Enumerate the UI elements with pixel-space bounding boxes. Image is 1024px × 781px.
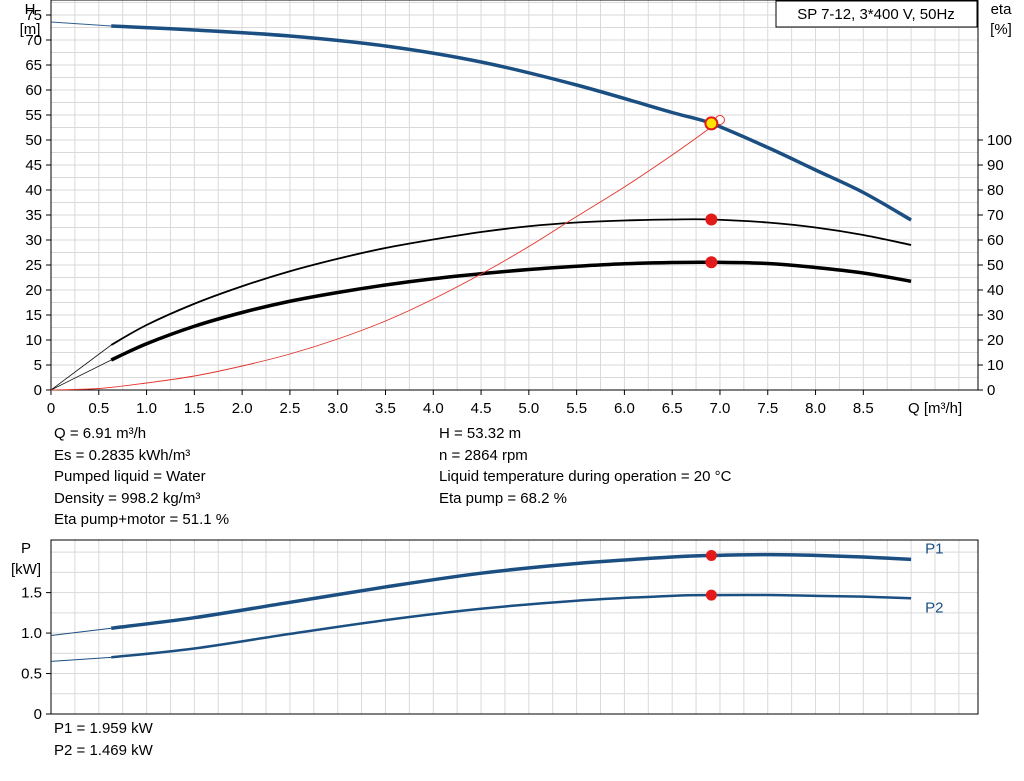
x-axis-label: Q [m³/h] bbox=[908, 400, 962, 417]
y-tick-label-left: 60 bbox=[25, 82, 42, 99]
eta-total-operating-point bbox=[705, 256, 718, 269]
info-liquid-temperature: Liquid temperature during operation = 20… bbox=[439, 468, 732, 485]
y-tick-label-right: 10 bbox=[987, 357, 1004, 374]
x-tick-label: 0.5 bbox=[88, 400, 109, 417]
y-tick-label-left: 15 bbox=[25, 307, 42, 324]
info-pumped-liquid: Pumped liquid = Water bbox=[54, 468, 206, 485]
y-tick-label-left: 30 bbox=[25, 232, 42, 249]
eta-operating-point bbox=[705, 213, 718, 226]
x-tick-label: 5.0 bbox=[518, 400, 539, 417]
y-axis-label-right: eta bbox=[991, 1, 1013, 18]
power-chart-grid bbox=[51, 540, 978, 714]
info-density: Density = 998.2 kg/m³ bbox=[54, 489, 201, 507]
power-y-tick-label: 1.0 bbox=[21, 625, 42, 642]
x-tick-label: 2.0 bbox=[232, 400, 253, 417]
p1-curve-label: P1 bbox=[925, 540, 943, 557]
y-tick-label-right: 70 bbox=[987, 207, 1004, 224]
info-eta-pump: Eta pump = 68.2 % bbox=[439, 489, 567, 507]
power-info: P1 = 1.959 kW P2 = 1.469 kW bbox=[54, 718, 153, 761]
y-tick-label-left: 25 bbox=[25, 257, 42, 274]
y-tick-label-right: 80 bbox=[987, 182, 1004, 199]
y-tick-label-right: 90 bbox=[987, 157, 1004, 174]
info-speed: n = 2864 rpm bbox=[439, 446, 528, 464]
y-axis-unit-left: [m] bbox=[20, 21, 41, 38]
power-y-tick-label: 1.5 bbox=[21, 585, 42, 602]
power-chart-ticks: 0 0.5 1.0 1.5 bbox=[21, 585, 51, 723]
info-flow: Q = 6.91 m³/h bbox=[54, 425, 147, 442]
p1-curve-extrapolation bbox=[50, 627, 112, 636]
main-chart-curves bbox=[50, 21, 912, 391]
y-tick-label-right: 100 bbox=[987, 132, 1012, 149]
x-tick-label: 8.5 bbox=[853, 400, 874, 417]
head-curve bbox=[111, 24, 912, 222]
x-tick-label: 7.5 bbox=[757, 400, 778, 417]
eta-curve-extrapolation bbox=[50, 344, 112, 391]
power-y-tick-label: 0 bbox=[34, 706, 42, 723]
x-tick-label: 1.0 bbox=[136, 400, 157, 417]
power-y-axis-label: P bbox=[21, 540, 31, 557]
y-tick-label-right: 30 bbox=[987, 307, 1004, 324]
info-p1: P1 = 1.959 kW bbox=[54, 720, 153, 737]
y-tick-label-right: 20 bbox=[987, 332, 1004, 349]
operating-info-right: H = 53.32 m n = 2864 rpm Liquid temperat… bbox=[439, 423, 731, 509]
x-tick-label: 0 bbox=[47, 400, 55, 417]
info-specific-energy: Es = 0.2835 kWh/m³ bbox=[54, 446, 191, 464]
y-tick-label-right: 50 bbox=[987, 257, 1004, 274]
y-tick-label-left: 55 bbox=[25, 107, 42, 124]
legend-box bbox=[775, 0, 978, 28]
y-tick-label-left: 35 bbox=[25, 207, 42, 224]
y-axis-label-left: H bbox=[25, 1, 36, 18]
x-tick-label: 4.0 bbox=[423, 400, 444, 417]
head-curve-extrapolation bbox=[50, 21, 112, 27]
p1-curve bbox=[110, 552, 912, 630]
p1-operating-point bbox=[705, 549, 717, 561]
y-tick-label-left: 75 bbox=[25, 7, 42, 24]
p2-curve bbox=[111, 593, 912, 659]
y-tick-label-left: 10 bbox=[25, 332, 42, 349]
main-chart-grid bbox=[51, 0, 978, 390]
x-tick-label: 6.0 bbox=[614, 400, 635, 417]
power-y-tick-label: 0.5 bbox=[21, 666, 42, 683]
info-p2: P2 = 1.469 kW bbox=[54, 741, 153, 759]
x-tick-label: 1.5 bbox=[184, 400, 205, 417]
operating-info-left: Q = 6.91 m³/h Es = 0.2835 kWh/m³ Pumped … bbox=[54, 423, 229, 531]
npsh-curve bbox=[50, 119, 721, 391]
x-tick-label: 3.5 bbox=[375, 400, 396, 417]
y-tick-label-left: 20 bbox=[25, 282, 42, 299]
p2-curve-label: P2 bbox=[925, 599, 943, 616]
p2-curve-extrapolation bbox=[50, 656, 112, 662]
x-tick-label: 6.5 bbox=[662, 400, 683, 417]
power-chart-frame bbox=[50, 539, 979, 715]
y-tick-label-left: 50 bbox=[25, 132, 42, 149]
x-tick-label: 3.0 bbox=[327, 400, 348, 417]
power-y-axis-unit: [kW] bbox=[11, 561, 41, 578]
info-head: H = 53.32 m bbox=[439, 425, 522, 442]
eta_total-curve-extrapolation bbox=[50, 359, 112, 391]
y-tick-label-right: 40 bbox=[987, 282, 1004, 299]
y-tick-label-left: 70 bbox=[25, 32, 42, 49]
y-tick-label-right: 60 bbox=[987, 232, 1004, 249]
p2-operating-point bbox=[705, 589, 717, 601]
main-chart-frame bbox=[50, 0, 979, 391]
x-tick-label: 4.5 bbox=[471, 400, 492, 417]
power-chart-curves: P1 P2 bbox=[50, 540, 943, 662]
x-tick-label: 7.0 bbox=[710, 400, 731, 417]
legend-box-text: SP 7-12, 3*400 V, 50Hz bbox=[797, 6, 955, 23]
main-chart-ticks: 0 0.5 1.0 1.5 2.0 2.5 3.0 3.5 4.0 4.5 5.0 5.5 6.0 6.5… bbox=[25, 7, 1012, 417]
y-tick-label-left: 65 bbox=[25, 57, 42, 74]
y-axis-unit-right: [%] bbox=[990, 21, 1012, 38]
y-tick-label-left: 0 bbox=[34, 382, 42, 399]
y-tick-label-left: 40 bbox=[25, 182, 42, 199]
y-tick-label-left: 5 bbox=[34, 357, 42, 374]
y-tick-label-right: 0 bbox=[987, 382, 995, 399]
x-tick-label: 8.0 bbox=[805, 400, 826, 417]
info-eta-pump-motor: Eta pump+motor = 51.1 % bbox=[54, 511, 230, 528]
eta_total-curve bbox=[110, 260, 912, 362]
eta-curve bbox=[110, 218, 912, 346]
x-tick-label: 2.5 bbox=[279, 400, 300, 417]
duty-point-marker bbox=[704, 116, 719, 131]
x-tick-label: 5.5 bbox=[566, 400, 587, 417]
y-tick-label-left: 45 bbox=[25, 157, 42, 174]
